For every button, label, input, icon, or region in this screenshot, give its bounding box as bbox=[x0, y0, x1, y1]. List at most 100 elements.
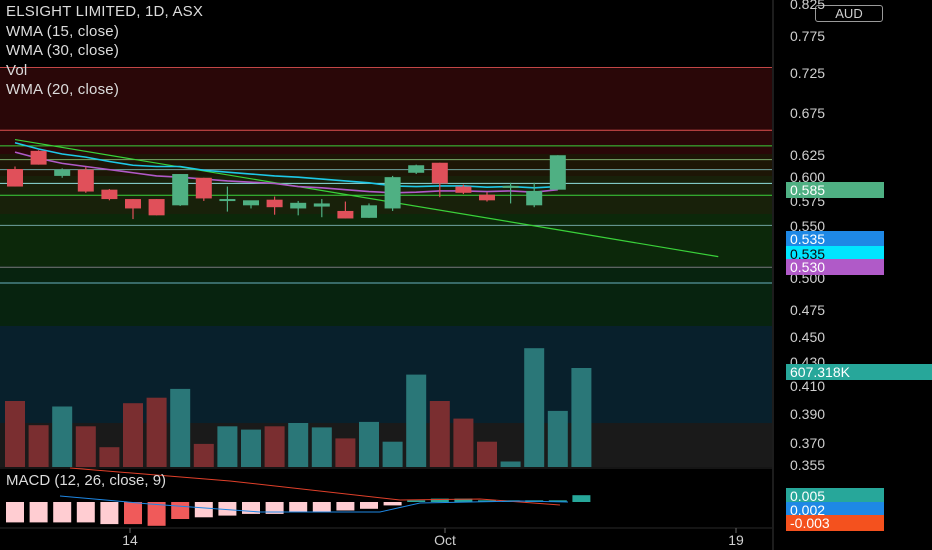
macd-histogram-bar bbox=[29, 502, 48, 523]
volume-bar bbox=[335, 438, 356, 467]
candle-body bbox=[361, 205, 377, 218]
macd-histogram-tag: 0.005 bbox=[786, 488, 884, 504]
volume-bar bbox=[311, 427, 332, 467]
macd-histogram-bar bbox=[407, 500, 426, 502]
candle-body bbox=[77, 169, 94, 192]
legend-vol[interactable]: Vol bbox=[6, 61, 28, 79]
volume-bar bbox=[547, 410, 568, 467]
volume-bar bbox=[5, 401, 25, 467]
macd-line bbox=[59, 495, 569, 513]
volume-bar bbox=[429, 401, 450, 467]
legend-title[interactable]: ELSIGHT LIMITED, 1D, ASX bbox=[6, 3, 204, 20]
y-tick-label: 0.410 bbox=[790, 378, 826, 394]
candle-body bbox=[195, 177, 212, 199]
macd-legend[interactable]: MACD (12, 26, close, 9) bbox=[6, 472, 167, 489]
volume-bar bbox=[453, 418, 474, 467]
macd-histogram-bar bbox=[572, 495, 591, 502]
candle-body bbox=[30, 150, 47, 165]
macd-histogram-bar bbox=[478, 500, 496, 502]
zone-band bbox=[0, 326, 772, 423]
volume-bar bbox=[52, 406, 73, 467]
candle-body bbox=[479, 194, 495, 201]
macd-histogram-bar bbox=[336, 502, 355, 511]
macd-histogram-bar bbox=[383, 502, 402, 506]
macd-histogram-bar bbox=[53, 502, 72, 523]
volume-bar bbox=[193, 443, 214, 467]
candle-body bbox=[384, 177, 401, 209]
y-tick-label: 0.370 bbox=[790, 435, 826, 451]
volume-bar bbox=[170, 388, 191, 467]
volume-bar bbox=[264, 426, 285, 467]
candle-body bbox=[526, 190, 543, 206]
volume-bar bbox=[217, 426, 238, 467]
volume-bar bbox=[500, 461, 521, 467]
y-tick-label: 0.625 bbox=[790, 147, 826, 163]
macd-histogram-bar bbox=[6, 502, 24, 523]
y-tick-label: 0.355 bbox=[790, 457, 826, 473]
zone-band bbox=[0, 154, 772, 176]
x-tick-label: 14 bbox=[122, 532, 138, 548]
candle-body bbox=[54, 169, 71, 176]
y-tick-label: 0.600 bbox=[790, 169, 826, 185]
y-tick-label: 0.725 bbox=[790, 65, 826, 81]
legend-wma-15[interactable]: WMA (15, close) bbox=[6, 22, 120, 40]
candle-body bbox=[431, 162, 448, 184]
macd-histogram-bar bbox=[124, 502, 142, 525]
volume-bar bbox=[99, 447, 120, 467]
macd-histogram-bar bbox=[289, 502, 308, 513]
macd-histogram-bar bbox=[360, 502, 378, 509]
legend-wma-30[interactable]: WMA (30, close) bbox=[6, 42, 120, 59]
macd-histogram-bar bbox=[171, 502, 190, 519]
wma-20-tag: 0.530 bbox=[786, 259, 884, 275]
candle-body bbox=[172, 174, 189, 206]
macd-line-tag: 0.002 bbox=[786, 502, 884, 518]
candle-body bbox=[266, 199, 283, 208]
macd-histogram-bar bbox=[454, 498, 473, 502]
volume-bar bbox=[382, 441, 403, 467]
candle-body bbox=[502, 185, 519, 188]
macd-histogram-bar bbox=[548, 500, 567, 502]
y-tick-label: 0.775 bbox=[790, 28, 826, 44]
volume-tag: 607.318K bbox=[786, 364, 932, 380]
volume-bar bbox=[146, 397, 167, 467]
y-tick-label: 0.550 bbox=[790, 218, 826, 234]
zone-band bbox=[0, 266, 772, 326]
macd-histogram-bar bbox=[100, 502, 119, 525]
y-tick-label: 0.450 bbox=[790, 329, 826, 345]
wma-30-tag: 0.535 bbox=[786, 246, 884, 262]
macd-histogram-bar bbox=[194, 502, 213, 518]
x-tick-label: Oct bbox=[434, 532, 456, 548]
candle-body bbox=[148, 199, 165, 216]
y-tick-label: 0.390 bbox=[790, 406, 826, 422]
volume-bar bbox=[75, 426, 96, 467]
wma-line bbox=[14, 141, 558, 189]
volume-bar bbox=[359, 421, 379, 467]
legend-wma-20[interactable]: WMA (20, close) bbox=[6, 81, 120, 98]
candle-body bbox=[125, 199, 141, 209]
candle-body bbox=[337, 210, 354, 219]
wma-15-tag: 0.535 bbox=[786, 231, 884, 247]
candle-body bbox=[243, 200, 259, 206]
macd-histogram-bar bbox=[312, 502, 331, 513]
macd-histogram-bar bbox=[265, 502, 284, 514]
macd-histogram-bar bbox=[218, 502, 237, 516]
currency-badge[interactable]: AUD bbox=[815, 5, 883, 22]
zone-band bbox=[0, 69, 772, 154]
candle-body bbox=[313, 203, 330, 207]
volume-bar bbox=[406, 374, 427, 467]
chart-legend: ELSIGHT LIMITED, 1D, ASX WMA (15, close)… bbox=[6, 2, 203, 100]
candle-body bbox=[219, 199, 236, 202]
candle-body bbox=[455, 186, 472, 193]
volume-bar bbox=[28, 425, 49, 467]
candle-body bbox=[101, 189, 118, 200]
macd-signal-tag: -0.003 bbox=[786, 515, 884, 531]
volume-bar bbox=[524, 348, 545, 467]
x-tick-label: 19 bbox=[728, 532, 744, 548]
volume-bar bbox=[288, 423, 309, 467]
macd-histogram-bar bbox=[76, 502, 95, 523]
y-tick-label: 0.675 bbox=[790, 105, 826, 121]
zone-band bbox=[0, 214, 772, 266]
y-tick-label: 0.475 bbox=[790, 302, 826, 318]
candle-body bbox=[549, 155, 566, 190]
